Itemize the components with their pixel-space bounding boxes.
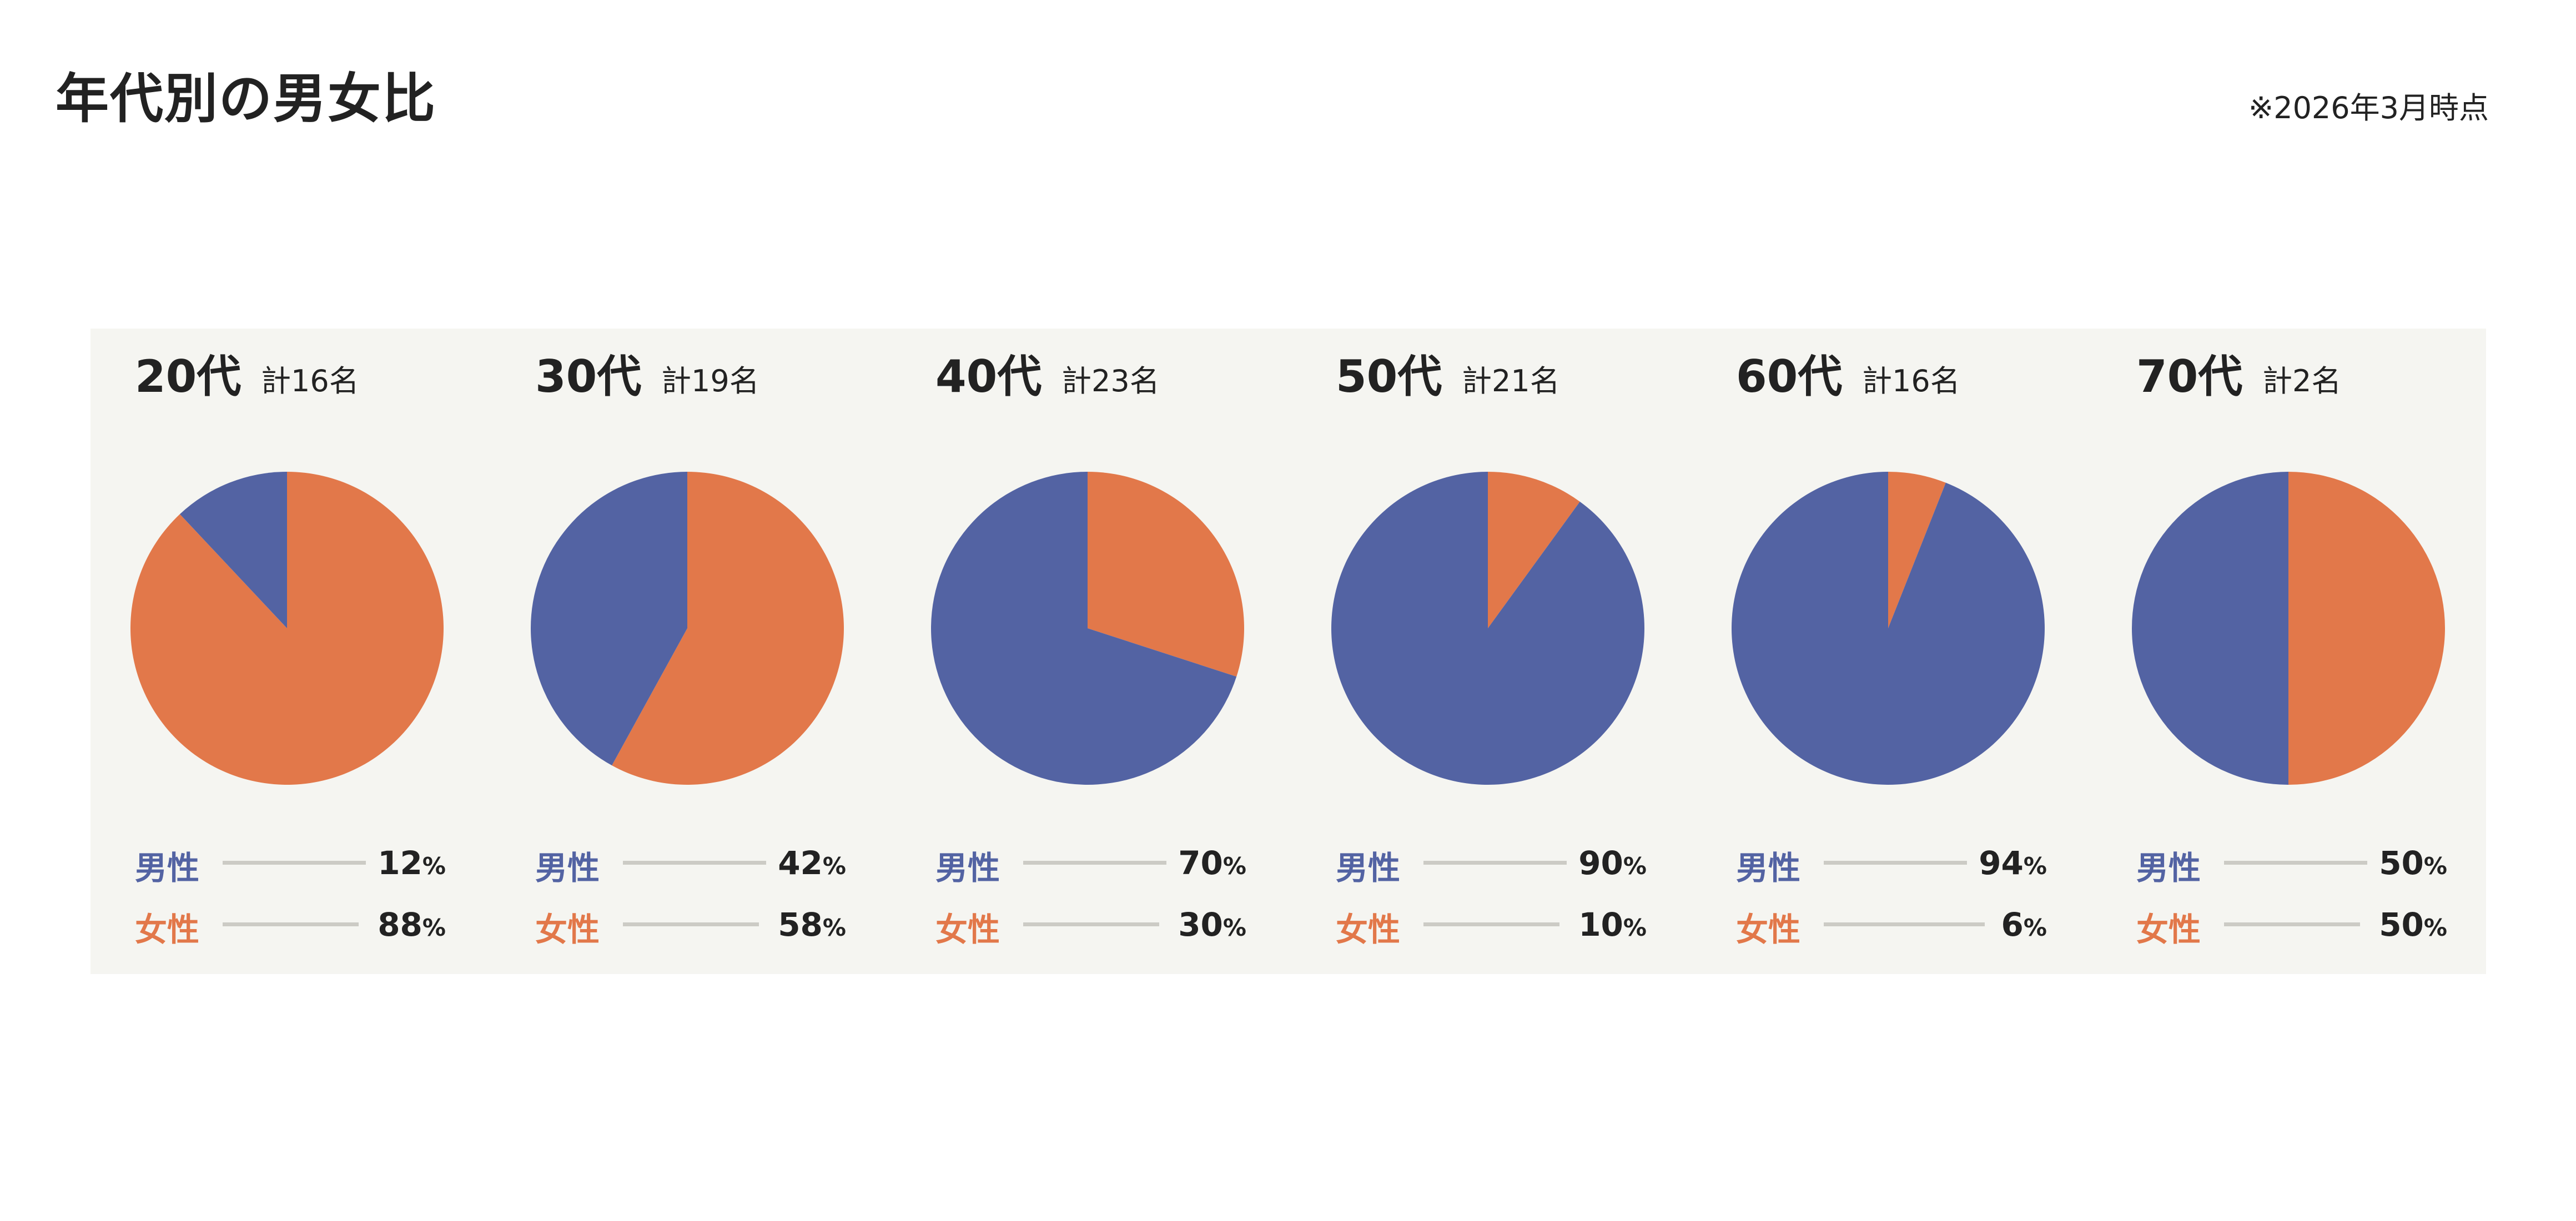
male-label: 男性 [2136, 849, 2201, 887]
age-label: 20代 [135, 351, 242, 402]
female-value: 10% [1578, 906, 1647, 944]
pie-slice-male [2132, 472, 2288, 785]
total-count: 計23名 [1061, 364, 1160, 398]
age-group-2: 40代 計23名 男性 70% 女性 30% [891, 329, 1291, 974]
legend-row-male: 男性 12% [135, 842, 490, 887]
legend-row-female: 女性 88% [135, 904, 490, 948]
male-label: 男性 [1736, 849, 1801, 887]
female-value: 6% [2001, 906, 2047, 944]
page-title: 年代別の男女比 [56, 68, 436, 130]
leader-line [623, 861, 766, 865]
date-note: ※2026年3月時点 [2248, 90, 2489, 125]
male-value: 42% [778, 844, 846, 882]
pie-chart [531, 472, 844, 785]
age-group-0: 20代 計16名 男性 12% 女性 88% [90, 329, 490, 974]
legend-row-female: 女性 30% [935, 904, 1291, 948]
leader-line [223, 922, 359, 926]
total-count: 計16名 [1862, 364, 1960, 398]
leader-line [1023, 922, 1159, 926]
age-group-1: 30代 計19名 男性 42% 女性 58% [491, 329, 890, 974]
pie-slice-male [179, 472, 287, 628]
female-label: 女性 [1736, 911, 1801, 948]
legend-row-male: 男性 94% [1736, 842, 2091, 887]
age-group-4: 60代 計16名 男性 94% 女性 6% [1692, 329, 2091, 974]
pie-chart [2132, 472, 2445, 785]
pie-chart [1732, 472, 2045, 785]
age-group-5: 70代 計2名 男性 50% 女性 50% [2092, 329, 2492, 974]
male-value: 94% [1979, 844, 2047, 882]
leader-line [1423, 922, 1559, 926]
female-label: 女性 [1336, 911, 1401, 948]
male-value: 12% [378, 844, 446, 882]
male-label: 男性 [935, 849, 1000, 887]
age-label: 70代 [2136, 351, 2243, 402]
legend-row-male: 男性 90% [1336, 842, 1691, 887]
age-label: 50代 [1336, 351, 1442, 402]
legend-row-female: 女性 50% [2136, 904, 2492, 948]
legend-row-male: 男性 42% [535, 842, 890, 887]
leader-line [1824, 922, 1985, 926]
leader-line [1824, 861, 1967, 865]
total-count: 計19名 [661, 364, 759, 398]
age-label: 60代 [1736, 351, 1843, 402]
pie-slice-female [1488, 472, 1580, 628]
pie-slice-female [612, 472, 844, 785]
female-value: 50% [2379, 906, 2447, 944]
leader-line [623, 922, 759, 926]
leader-line [1423, 861, 1567, 865]
pie-slice-male [1331, 472, 1644, 785]
age-label: 40代 [935, 351, 1042, 402]
male-value: 50% [2379, 844, 2447, 882]
female-value: 58% [778, 906, 846, 944]
legend-row-female: 女性 10% [1336, 904, 1691, 948]
chart-panel: 20代 計16名 男性 12% 女性 88% 30代 計19名 男性 42% 女… [90, 329, 2486, 974]
pie-slice-female [130, 472, 444, 785]
female-value: 88% [378, 906, 446, 944]
female-label: 女性 [135, 911, 200, 948]
female-label: 女性 [535, 911, 600, 948]
female-value: 30% [1178, 906, 1246, 944]
total-count: 計21名 [1462, 364, 1560, 398]
legend-row-male: 男性 50% [2136, 842, 2492, 887]
leader-line [2224, 922, 2360, 926]
total-count: 計2名 [2262, 364, 2342, 398]
male-label: 男性 [135, 849, 200, 887]
male-value: 90% [1578, 844, 1647, 882]
leader-line [1023, 861, 1166, 865]
total-count: 計16名 [261, 364, 359, 398]
pie-slice-male [931, 472, 1237, 785]
female-label: 女性 [935, 911, 1000, 948]
pie-slice-female [2288, 472, 2445, 785]
pie-slice-male [531, 472, 687, 766]
legend-row-female: 女性 58% [535, 904, 890, 948]
pie-chart [931, 472, 1244, 785]
leader-line [223, 861, 366, 865]
age-label: 30代 [535, 351, 642, 402]
legend-row-male: 男性 70% [935, 842, 1291, 887]
legend-row-female: 女性 6% [1736, 904, 2091, 948]
female-label: 女性 [2136, 911, 2201, 948]
pie-slice-female [1088, 472, 1244, 677]
pie-chart [130, 472, 444, 785]
leader-line [2224, 861, 2367, 865]
age-group-3: 50代 計21名 男性 90% 女性 10% [1291, 329, 1691, 974]
male-label: 男性 [1336, 849, 1401, 887]
pie-chart [1331, 472, 1644, 785]
pie-slice-male [1732, 472, 2045, 785]
male-label: 男性 [535, 849, 600, 887]
pie-slice-female [1888, 472, 1946, 628]
male-value: 70% [1178, 844, 1246, 882]
